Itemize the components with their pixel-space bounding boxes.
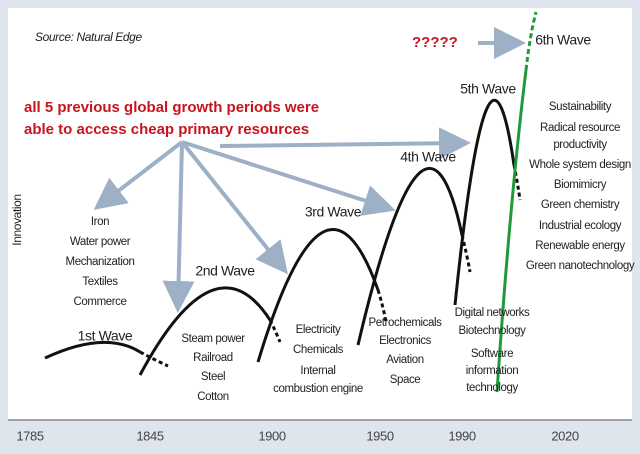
x-tick-label: 1785: [16, 428, 43, 443]
wave-item: Renewable energy: [535, 240, 625, 252]
wave-item: Biomimicry: [554, 179, 607, 191]
wave-label: 3rd Wave: [305, 204, 362, 220]
arrow: [181, 140, 396, 216]
annotation: all 5 previous global growth periods wer…: [24, 99, 319, 116]
wave-item: Internal: [300, 365, 335, 377]
curve-4: [356, 167, 464, 346]
wave-item: Electricity: [296, 324, 341, 336]
wave-item: technology: [466, 382, 518, 394]
wave-item: information: [466, 365, 519, 377]
curve-6-end: [524, 11, 538, 71]
wave-curves: [44, 98, 522, 376]
y-axis-label: Innovation: [10, 194, 24, 245]
curve-1-end: [139, 350, 169, 368]
curve-3-end: [376, 289, 388, 323]
wave-item: Railroad: [193, 352, 233, 364]
wave-item: Steel: [201, 371, 225, 383]
wave-item: productivity: [553, 139, 607, 151]
arrows: [93, 27, 526, 313]
x-tick-label: 1950: [366, 428, 393, 443]
wave-item: Chemicals: [293, 344, 344, 356]
wave-item: Green nanotechnology: [526, 260, 635, 272]
wave-item: combustion engine: [273, 383, 363, 395]
arrow: [93, 140, 184, 210]
wave-item: Green chemistry: [541, 199, 620, 211]
question: ?????: [412, 34, 458, 51]
wave-label: 4th Wave: [400, 149, 456, 165]
arrow: [162, 141, 195, 313]
x-tick-label: 1990: [448, 428, 475, 443]
wave-item: Water power: [70, 236, 131, 248]
wave-label: 6th Wave: [535, 32, 591, 48]
wave-item: Cotton: [197, 391, 228, 403]
x-tick-label: 1845: [136, 428, 163, 443]
source: Source: Natural Edge: [35, 30, 142, 44]
curve-5: [453, 98, 516, 306]
wave-item: Petrochemicals: [368, 317, 442, 329]
wave-label: 1st Wave: [78, 328, 133, 344]
wave-item: Iron: [91, 216, 109, 228]
wave-item: Whole system design: [529, 159, 631, 171]
x-tick-label: 2020: [551, 428, 578, 443]
arrow: [219, 127, 471, 160]
wave-item: Sustainability: [549, 101, 612, 113]
wave-label: 2nd Wave: [195, 263, 255, 279]
curve-2: [138, 286, 272, 376]
wave-item: Aviation: [386, 354, 424, 366]
wave-item: Commerce: [73, 296, 126, 308]
wave-item: Biotechnology: [458, 325, 526, 337]
curve-6: [495, 69, 528, 393]
wave-item: Software: [471, 348, 513, 360]
wave-label: 5th Wave: [460, 81, 516, 97]
annotation: able to access cheap primary resources: [24, 121, 309, 138]
x-tick-label: 1900: [258, 428, 285, 443]
wave-item: Radical resource: [540, 122, 620, 134]
wave-item: Steam power: [181, 333, 245, 345]
wave-item: Digital networks: [455, 307, 530, 319]
curve-3: [256, 228, 380, 363]
panel: [8, 8, 632, 420]
wave-item: Industrial ecology: [539, 220, 622, 232]
arrow: [180, 140, 289, 275]
wave-item: Mechanization: [66, 256, 135, 268]
wave-item: Textiles: [82, 276, 118, 288]
wave-item: Space: [390, 374, 421, 386]
curve-1: [44, 340, 141, 360]
wave-item: Electronics: [379, 335, 431, 347]
